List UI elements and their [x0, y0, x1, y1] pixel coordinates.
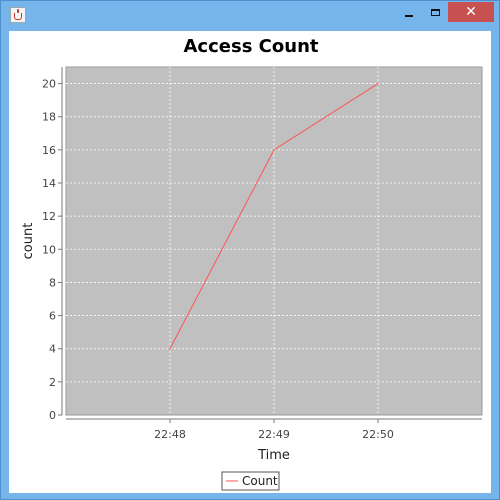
y-tick-label: 14 [42, 177, 56, 190]
y-tick-label: 4 [49, 343, 56, 356]
chart-title: Access Count [184, 36, 319, 57]
chart-panel: Access Count 0 2 4 6 8 10 12 14 16 18 20 22:48 22:49… [9, 31, 491, 493]
minimize-button[interactable] [395, 2, 422, 22]
x-tick-label: 22:50 [362, 428, 394, 441]
legend-label: Count [242, 474, 278, 488]
y-tick-label: 8 [49, 276, 56, 289]
y-tick-label: 10 [42, 243, 56, 256]
y-tick-label: 12 [42, 210, 56, 223]
y-axis-label: count [21, 223, 36, 260]
close-button[interactable]: ✕ [448, 2, 494, 22]
y-tick-label: 20 [42, 78, 56, 91]
x-tick-label: 22:48 [154, 428, 186, 441]
title-bar[interactable]: ✕ [1, 1, 499, 31]
y-tick-label: 16 [42, 144, 56, 157]
line-chart: Access Count 0 2 4 6 8 10 12 14 16 18 20 22:48 22:49… [21, 36, 483, 491]
y-tick-label: 2 [49, 376, 56, 389]
data-point [377, 82, 379, 85]
x-tick-label: 22:49 [258, 428, 290, 441]
x-axis-label: Time [257, 448, 290, 463]
legend: Count [221, 471, 280, 491]
maximize-icon [431, 8, 440, 16]
legend-box [221, 471, 280, 491]
data-point [273, 149, 275, 151]
close-icon: ✕ [465, 4, 477, 20]
y-tick-label: 6 [49, 310, 56, 323]
y-tick-label: 18 [42, 111, 56, 124]
minimize-icon [404, 15, 413, 17]
java-cup-icon [10, 7, 26, 23]
data-point [169, 348, 171, 350]
y-tick-label: 0 [49, 409, 56, 422]
maximize-button[interactable] [422, 2, 449, 22]
